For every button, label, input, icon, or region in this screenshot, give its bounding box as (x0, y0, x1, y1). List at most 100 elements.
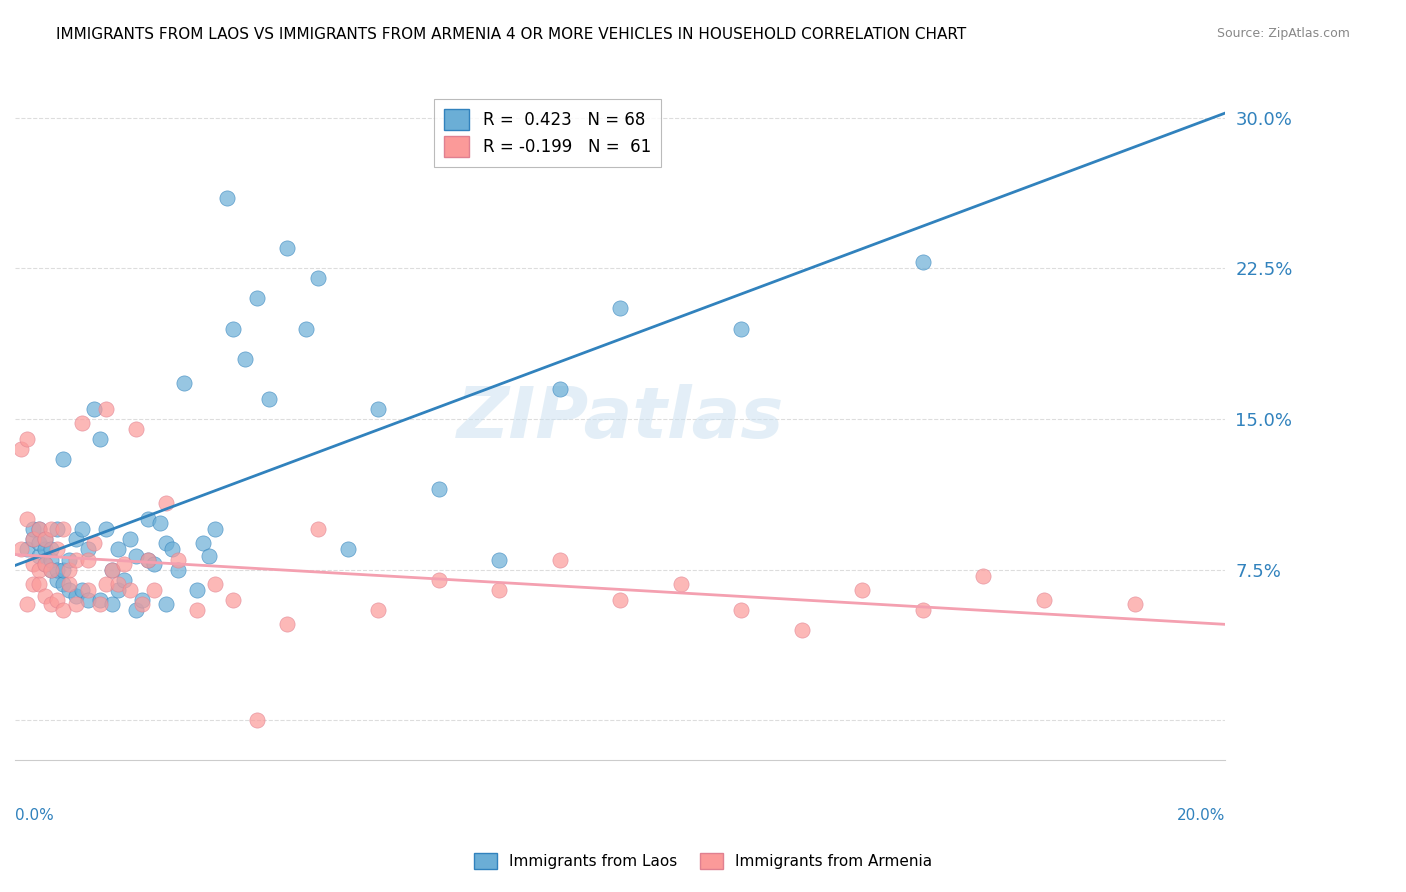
Point (204, 522, 226, 536)
Point (22, 533, 45, 547)
Point (131, 592, 153, 607)
Point (101, 563, 124, 577)
Point (186, 582, 208, 597)
Point (15, 432, 38, 446)
Point (155, 536, 177, 550)
Legend: Immigrants from Laos, Immigrants from Armenia: Immigrants from Laos, Immigrants from Ar… (468, 847, 938, 875)
Point (46, 573, 69, 587)
Point (65, 533, 87, 547)
Point (52, 452, 75, 467)
Point (1123, 597, 1146, 611)
Point (39, 597, 62, 611)
Point (10, 442, 32, 456)
Point (191, 536, 214, 550)
Point (125, 603, 148, 617)
Point (609, 301, 631, 316)
Point (276, 241, 298, 255)
Point (118, 533, 141, 547)
Point (34, 557, 56, 571)
Point (155, 496, 177, 510)
Point (204, 576, 226, 591)
Point (76, 592, 98, 607)
Point (294, 321, 316, 335)
Point (112, 557, 135, 571)
Point (76, 582, 98, 597)
Point (155, 597, 177, 611)
Text: Source: ZipAtlas.com: Source: ZipAtlas.com (1216, 27, 1350, 40)
Point (257, 392, 280, 406)
Point (609, 592, 631, 607)
Point (107, 576, 129, 591)
Point (143, 557, 166, 571)
Point (118, 582, 141, 597)
Point (94, 522, 117, 536)
Point (488, 582, 510, 597)
Point (488, 552, 510, 566)
Point (107, 582, 129, 597)
Point (367, 603, 389, 617)
Point (28, 576, 51, 591)
Point (125, 549, 148, 563)
Point (167, 563, 190, 577)
Point (276, 616, 298, 631)
Point (911, 603, 934, 617)
Point (427, 482, 450, 496)
Point (39, 552, 62, 566)
Point (46, 592, 69, 607)
Point (131, 597, 153, 611)
Point (58, 563, 80, 577)
Point (58, 576, 80, 591)
Point (15, 542, 38, 557)
Point (215, 191, 238, 205)
Point (34, 533, 56, 547)
Point (136, 552, 159, 566)
Point (65, 552, 87, 566)
Point (46, 522, 69, 536)
Point (22, 576, 45, 591)
Legend: R =  0.423   N = 68, R = -0.199   N =  61: R = 0.423 N = 68, R = -0.199 N = 61 (434, 99, 661, 167)
Point (548, 382, 571, 396)
Point (1032, 592, 1054, 607)
Point (233, 351, 256, 366)
Point (101, 597, 124, 611)
Point (89, 597, 111, 611)
Text: ZIPatlas: ZIPatlas (457, 384, 785, 453)
Point (46, 563, 69, 577)
Point (222, 321, 245, 335)
Point (28, 536, 51, 550)
Point (52, 563, 75, 577)
Point (10, 542, 32, 557)
Point (101, 563, 124, 577)
Point (307, 271, 329, 285)
Point (34, 533, 56, 547)
Point (28, 522, 51, 536)
Point (669, 576, 692, 591)
Point (173, 376, 195, 390)
Point (22, 533, 45, 547)
Point (15, 597, 38, 611)
Point (70, 522, 93, 536)
Point (83, 536, 105, 550)
Point (246, 713, 269, 727)
Point (427, 573, 450, 587)
Point (136, 512, 159, 526)
Point (52, 576, 75, 591)
Point (46, 542, 69, 557)
Point (39, 522, 62, 536)
Point (790, 623, 813, 637)
Point (136, 552, 159, 566)
Point (246, 292, 269, 306)
Point (162, 542, 184, 557)
Point (143, 582, 166, 597)
Point (70, 582, 93, 597)
Point (107, 542, 129, 557)
Point (125, 422, 148, 436)
Point (76, 552, 98, 566)
Point (911, 255, 934, 269)
Point (28, 549, 51, 563)
Point (58, 552, 80, 566)
Point (34, 589, 56, 603)
Point (94, 576, 117, 591)
Point (39, 542, 62, 557)
Point (89, 592, 111, 607)
